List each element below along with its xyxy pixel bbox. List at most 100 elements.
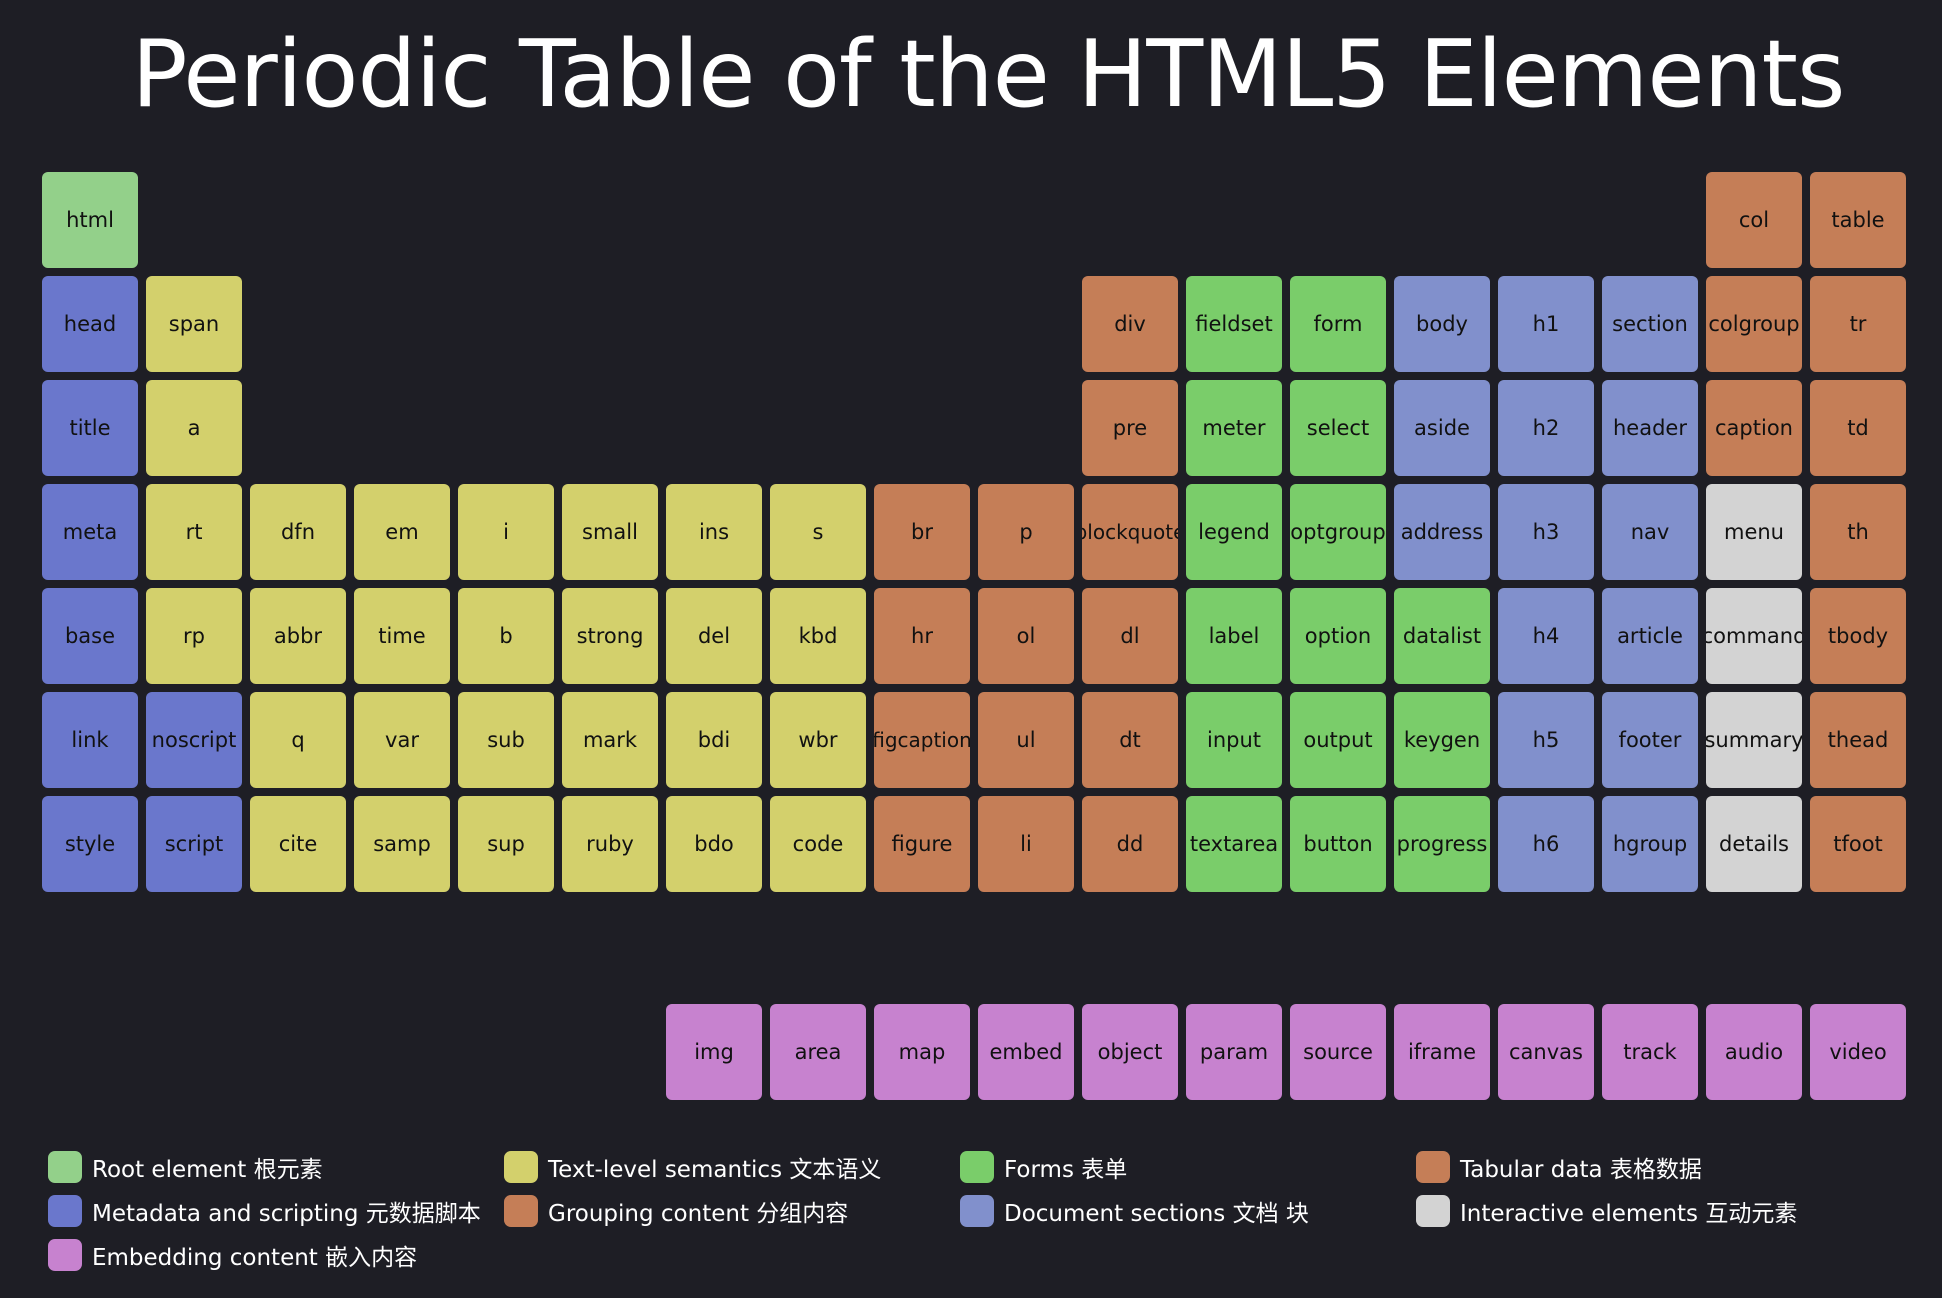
element-tile-h5[interactable]: h5 [1498, 692, 1594, 788]
element-tile-small[interactable]: small [562, 484, 658, 580]
element-tile-command[interactable]: command [1706, 588, 1802, 684]
element-tile-h4[interactable]: h4 [1498, 588, 1594, 684]
element-tile-th[interactable]: th [1810, 484, 1906, 580]
element-tile-html[interactable]: html [42, 172, 138, 268]
element-tile-tbody[interactable]: tbody [1810, 588, 1906, 684]
element-tile-h2[interactable]: h2 [1498, 380, 1594, 476]
element-tile-dt[interactable]: dt [1082, 692, 1178, 788]
element-tile-title[interactable]: title [42, 380, 138, 476]
element-tile-hgroup[interactable]: hgroup [1602, 796, 1698, 892]
element-tile-q[interactable]: q [250, 692, 346, 788]
element-tile-tfoot[interactable]: tfoot [1810, 796, 1906, 892]
element-tile-ruby[interactable]: ruby [562, 796, 658, 892]
element-tile-ul[interactable]: ul [978, 692, 1074, 788]
element-tile-progress[interactable]: progress [1394, 796, 1490, 892]
element-tile-br[interactable]: br [874, 484, 970, 580]
element-tile-b[interactable]: b [458, 588, 554, 684]
element-tile-area[interactable]: area [770, 1004, 866, 1100]
element-tile-footer[interactable]: footer [1602, 692, 1698, 788]
element-tile-dl[interactable]: dl [1082, 588, 1178, 684]
element-tile-td[interactable]: td [1810, 380, 1906, 476]
element-tile-audio[interactable]: audio [1706, 1004, 1802, 1100]
element-tile-body[interactable]: body [1394, 276, 1490, 372]
element-tile-map[interactable]: map [874, 1004, 970, 1100]
element-tile-li[interactable]: li [978, 796, 1074, 892]
element-tile-video[interactable]: video [1810, 1004, 1906, 1100]
element-tile-summary[interactable]: summary [1706, 692, 1802, 788]
element-tile-label[interactable]: label [1186, 588, 1282, 684]
element-tile-rt[interactable]: rt [146, 484, 242, 580]
element-tile-legend[interactable]: legend [1186, 484, 1282, 580]
element-tile-table[interactable]: table [1810, 172, 1906, 268]
element-tile-thead[interactable]: thead [1810, 692, 1906, 788]
element-tile-embed[interactable]: embed [978, 1004, 1074, 1100]
element-tile-noscript[interactable]: noscript [146, 692, 242, 788]
element-tile-var[interactable]: var [354, 692, 450, 788]
element-tile-dfn[interactable]: dfn [250, 484, 346, 580]
element-tile-meter[interactable]: meter [1186, 380, 1282, 476]
element-tile-meta[interactable]: meta [42, 484, 138, 580]
element-tile-code[interactable]: code [770, 796, 866, 892]
element-tile-header[interactable]: header [1602, 380, 1698, 476]
element-tile-source[interactable]: source [1290, 1004, 1386, 1100]
element-tile-track[interactable]: track [1602, 1004, 1698, 1100]
element-tile-button[interactable]: button [1290, 796, 1386, 892]
element-tile-keygen[interactable]: keygen [1394, 692, 1490, 788]
element-tile-div[interactable]: div [1082, 276, 1178, 372]
element-tile-p[interactable]: p [978, 484, 1074, 580]
element-tile-form[interactable]: form [1290, 276, 1386, 372]
element-tile-sup[interactable]: sup [458, 796, 554, 892]
element-tile-canvas[interactable]: canvas [1498, 1004, 1594, 1100]
element-tile-pre[interactable]: pre [1082, 380, 1178, 476]
element-tile-samp[interactable]: samp [354, 796, 450, 892]
element-tile-hr[interactable]: hr [874, 588, 970, 684]
element-tile-cite[interactable]: cite [250, 796, 346, 892]
element-tile-input[interactable]: input [1186, 692, 1282, 788]
element-tile-textarea[interactable]: textarea [1186, 796, 1282, 892]
element-tile-bdo[interactable]: bdo [666, 796, 762, 892]
element-tile-datalist[interactable]: datalist [1394, 588, 1490, 684]
element-tile-bdi[interactable]: bdi [666, 692, 762, 788]
element-tile-h1[interactable]: h1 [1498, 276, 1594, 372]
element-tile-h3[interactable]: h3 [1498, 484, 1594, 580]
element-tile-em[interactable]: em [354, 484, 450, 580]
element-tile-i[interactable]: i [458, 484, 554, 580]
element-tile-abbr[interactable]: abbr [250, 588, 346, 684]
element-tile-rp[interactable]: rp [146, 588, 242, 684]
element-tile-colgroup[interactable]: colgroup [1706, 276, 1802, 372]
element-tile-iframe[interactable]: iframe [1394, 1004, 1490, 1100]
element-tile-param[interactable]: param [1186, 1004, 1282, 1100]
element-tile-sub[interactable]: sub [458, 692, 554, 788]
element-tile-del[interactable]: del [666, 588, 762, 684]
element-tile-nav[interactable]: nav [1602, 484, 1698, 580]
element-tile-h6[interactable]: h6 [1498, 796, 1594, 892]
element-tile-head[interactable]: head [42, 276, 138, 372]
element-tile-script[interactable]: script [146, 796, 242, 892]
element-tile-ol[interactable]: ol [978, 588, 1074, 684]
element-tile-details[interactable]: details [1706, 796, 1802, 892]
element-tile-output[interactable]: output [1290, 692, 1386, 788]
element-tile-style[interactable]: style [42, 796, 138, 892]
element-tile-optgroup[interactable]: optgroup [1290, 484, 1386, 580]
element-tile-option[interactable]: option [1290, 588, 1386, 684]
element-tile-object[interactable]: object [1082, 1004, 1178, 1100]
element-tile-col[interactable]: col [1706, 172, 1802, 268]
element-tile-address[interactable]: address [1394, 484, 1490, 580]
element-tile-menu[interactable]: menu [1706, 484, 1802, 580]
element-tile-ins[interactable]: ins [666, 484, 762, 580]
element-tile-mark[interactable]: mark [562, 692, 658, 788]
element-tile-base[interactable]: base [42, 588, 138, 684]
element-tile-blockquote[interactable]: blockquote [1082, 484, 1178, 580]
element-tile-figure[interactable]: figure [874, 796, 970, 892]
element-tile-img[interactable]: img [666, 1004, 762, 1100]
element-tile-span[interactable]: span [146, 276, 242, 372]
element-tile-section[interactable]: section [1602, 276, 1698, 372]
element-tile-time[interactable]: time [354, 588, 450, 684]
element-tile-dd[interactable]: dd [1082, 796, 1178, 892]
element-tile-figcaption[interactable]: figcaption [874, 692, 970, 788]
element-tile-a[interactable]: a [146, 380, 242, 476]
element-tile-tr[interactable]: tr [1810, 276, 1906, 372]
element-tile-article[interactable]: article [1602, 588, 1698, 684]
element-tile-aside[interactable]: aside [1394, 380, 1490, 476]
element-tile-wbr[interactable]: wbr [770, 692, 866, 788]
